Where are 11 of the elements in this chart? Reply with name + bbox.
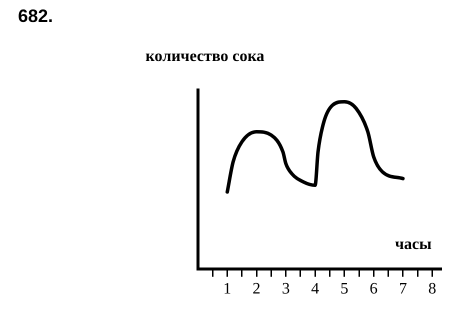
- x-tick-label: 8: [428, 280, 436, 298]
- x-tick-label: 2: [252, 280, 261, 298]
- x-tick-label: 4: [311, 280, 320, 298]
- x-tick-label: 6: [370, 280, 378, 298]
- x-axis-title: часы: [395, 236, 432, 254]
- x-tick-label: 3: [282, 280, 290, 298]
- y-axis-title: количество сока: [144, 48, 266, 66]
- x-tick-label: 5: [340, 280, 348, 298]
- text: 682.: [18, 6, 54, 27]
- x-tick-label: 1: [223, 280, 232, 298]
- x-tick-label: 7: [398, 280, 407, 298]
